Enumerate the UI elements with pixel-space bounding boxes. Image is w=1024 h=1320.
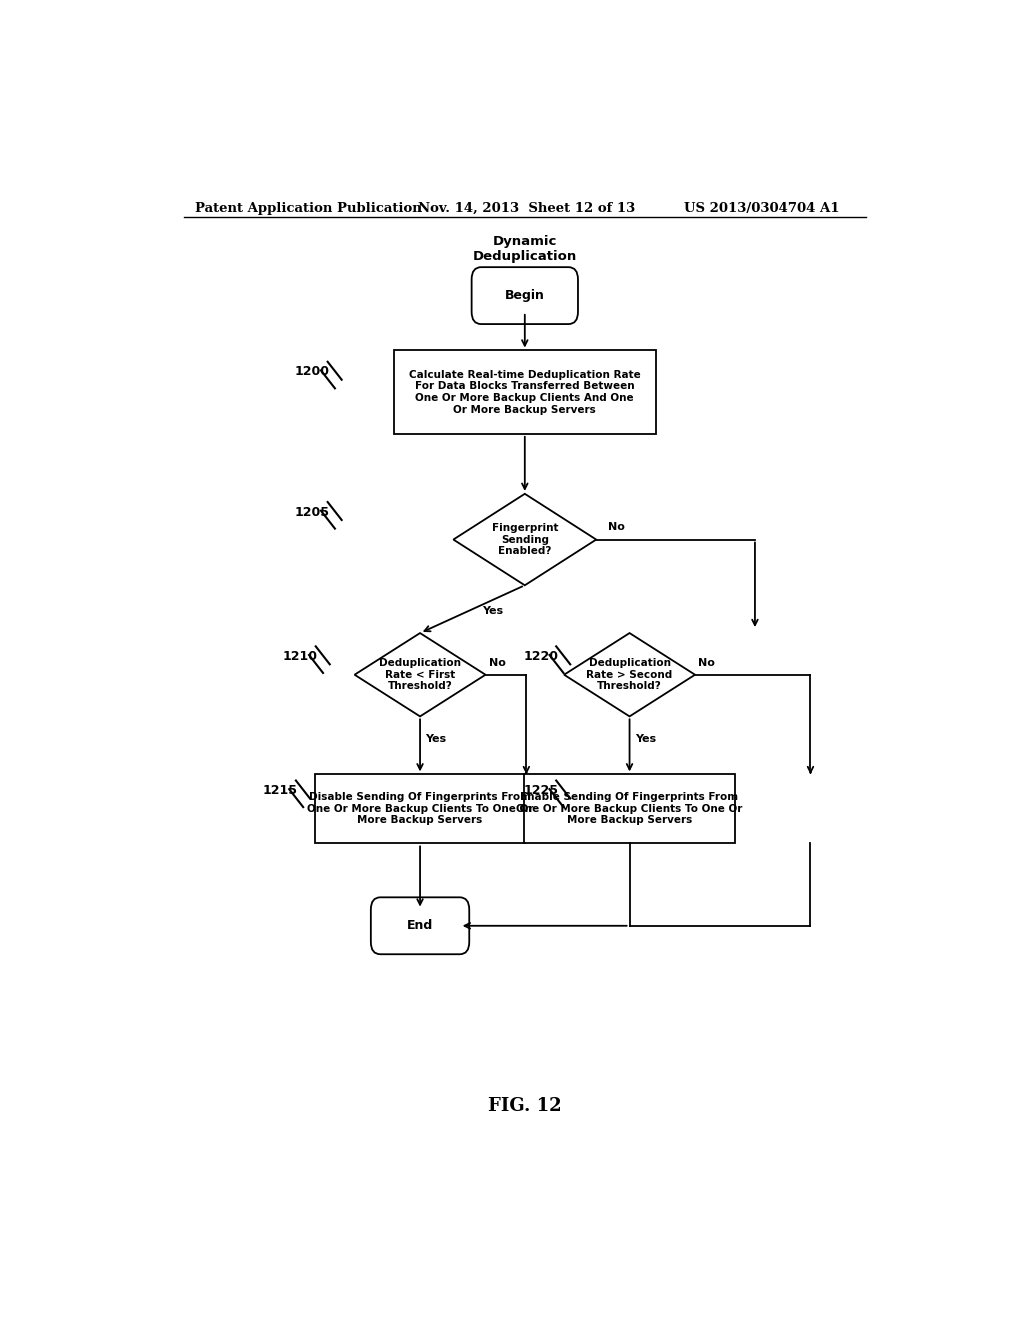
Text: Calculate Real-time Deduplication Rate
For Data Blocks Transferred Between
One O: Calculate Real-time Deduplication Rate F… — [409, 370, 641, 414]
Text: Dynamic
Deduplication: Dynamic Deduplication — [473, 235, 577, 263]
Text: Yes: Yes — [482, 606, 504, 615]
Text: No: No — [489, 657, 506, 668]
Bar — [394, 351, 655, 434]
Text: Yes: Yes — [635, 734, 656, 743]
Text: FIG. 12: FIG. 12 — [488, 1097, 561, 1114]
Text: 1225: 1225 — [523, 784, 558, 797]
Polygon shape — [564, 634, 695, 717]
Text: No: No — [698, 657, 716, 668]
Text: Patent Application Publication: Patent Application Publication — [196, 202, 422, 215]
Text: 1200: 1200 — [295, 366, 330, 379]
Bar — [524, 775, 734, 843]
Text: Enable Sending Of Fingerprints From
One Or More Backup Clients To One Or
More Ba: Enable Sending Of Fingerprints From One … — [516, 792, 742, 825]
Polygon shape — [354, 634, 485, 717]
Text: End: End — [407, 919, 433, 932]
Text: 1205: 1205 — [295, 506, 330, 519]
FancyBboxPatch shape — [472, 267, 578, 325]
Polygon shape — [454, 494, 596, 585]
FancyBboxPatch shape — [371, 898, 469, 954]
Text: Fingerprint
Sending
Enabled?: Fingerprint Sending Enabled? — [492, 523, 558, 556]
Text: 1215: 1215 — [263, 784, 298, 797]
Text: Disable Sending Of Fingerprints From
One Or More Backup Clients To One Or
More B: Disable Sending Of Fingerprints From One… — [307, 792, 534, 825]
Text: 1210: 1210 — [283, 649, 317, 663]
Bar — [315, 775, 525, 843]
Text: US 2013/0304704 A1: US 2013/0304704 A1 — [684, 202, 839, 215]
Text: Nov. 14, 2013  Sheet 12 of 13: Nov. 14, 2013 Sheet 12 of 13 — [418, 202, 635, 215]
Text: Deduplication
Rate < First
Threshold?: Deduplication Rate < First Threshold? — [379, 659, 461, 692]
Text: Yes: Yes — [425, 734, 446, 743]
Text: Deduplication
Rate > Second
Threshold?: Deduplication Rate > Second Threshold? — [587, 659, 673, 692]
Text: Begin: Begin — [505, 289, 545, 302]
Text: 1220: 1220 — [523, 649, 558, 663]
Text: No: No — [607, 523, 625, 532]
